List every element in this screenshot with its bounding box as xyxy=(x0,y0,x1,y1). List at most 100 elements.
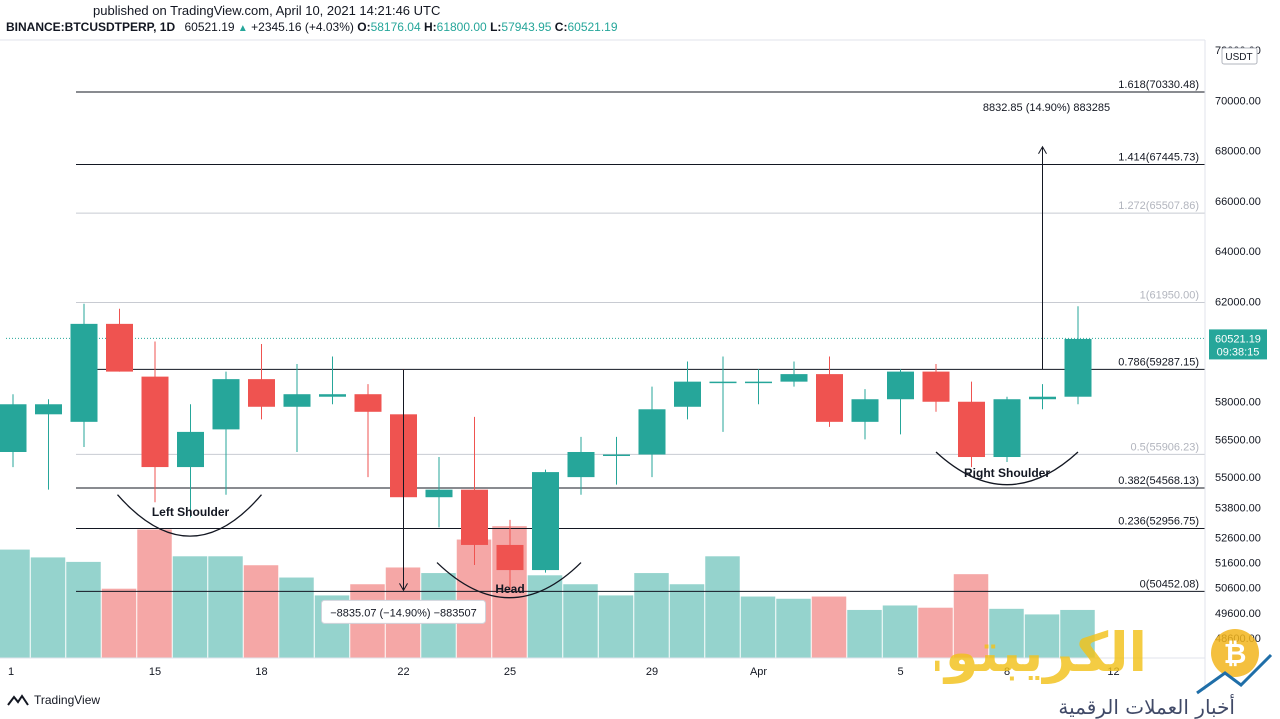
measure-down-box xyxy=(321,599,486,624)
candle-body xyxy=(212,379,240,430)
fib-level-label: 0.236(52956.75) xyxy=(1118,515,1199,527)
fib-level-label: 0(50452.08) xyxy=(1140,578,1199,590)
candle xyxy=(638,386,666,478)
volume-bar xyxy=(811,596,847,658)
price-change: +2345.16 (+4.03%) xyxy=(251,20,354,34)
candle xyxy=(709,356,737,432)
candle xyxy=(1064,306,1092,405)
volume-bar xyxy=(1024,614,1060,658)
currency-label: USDT xyxy=(1225,52,1252,63)
bitcoin-symbol-icon: ₿ xyxy=(1224,637,1247,670)
bitcoin-coin-icon xyxy=(1211,629,1259,677)
volume-bar xyxy=(669,584,705,658)
candle xyxy=(887,369,914,435)
volume-bar xyxy=(563,584,598,658)
fib-level-label: 0.382(54568.13) xyxy=(1118,475,1199,487)
candle xyxy=(425,457,453,528)
watermark-name: الكريبتو.نت xyxy=(935,621,1147,684)
head-label: Head xyxy=(495,582,524,596)
fib-level-label: 1.414(67445.73) xyxy=(1118,151,1199,163)
candle-body xyxy=(887,371,914,400)
candle-body xyxy=(496,544,524,571)
price-tick-label: 64000.00 xyxy=(1215,246,1261,258)
right-shoulder-arc xyxy=(935,451,1079,486)
volume-bar xyxy=(918,607,953,658)
candle-body xyxy=(958,401,985,458)
candle xyxy=(674,361,701,420)
volume-layer xyxy=(0,526,1095,658)
candle xyxy=(106,308,133,372)
candle-body xyxy=(816,374,843,422)
price-tick-label: 68000.00 xyxy=(1215,146,1261,158)
candle-body xyxy=(106,323,133,372)
time-tick-label: 25 xyxy=(504,666,516,678)
candle-body xyxy=(248,379,275,407)
candle-body xyxy=(177,431,204,468)
volume-bar xyxy=(0,549,30,658)
measure-up-arrowhead xyxy=(1038,145,1047,154)
candle-body xyxy=(283,394,311,407)
tradingview-brand: TradingView xyxy=(34,693,101,707)
candle-body xyxy=(638,409,666,455)
candle xyxy=(922,364,950,412)
price-tick-label: 50600.00 xyxy=(1215,583,1261,595)
candle xyxy=(851,389,879,440)
candle-body xyxy=(532,472,559,571)
tradingview-logo-icon xyxy=(7,694,29,706)
axes-layer: 72000.0070000.0068000.0066000.0064000.00… xyxy=(0,39,1267,690)
fib-level-label: 0.786(59287.15) xyxy=(1118,356,1199,368)
candle-body xyxy=(35,404,62,415)
published-caption: published on TradingView.com, April 10, … xyxy=(93,3,441,18)
candle-body xyxy=(851,399,879,422)
candle-body xyxy=(1029,396,1056,400)
candle-body xyxy=(141,376,169,468)
price-tick-label: 56500.00 xyxy=(1215,434,1261,446)
candle xyxy=(319,356,346,405)
candle xyxy=(993,396,1021,463)
candle xyxy=(461,416,488,566)
symbol-header: BINANCE:BTCUSDTPERP, 1D 60521.19 ▲ +2345… xyxy=(6,20,618,34)
countdown-label: 09:38:15 xyxy=(1217,346,1260,358)
volume-bar xyxy=(137,529,172,658)
fib-level-label: 0.5(55906.23) xyxy=(1131,441,1200,453)
tradingview-footer[interactable]: TradingView xyxy=(6,693,100,707)
price-tick-label: 66000.00 xyxy=(1215,196,1261,208)
volume-bar xyxy=(172,556,208,658)
candle xyxy=(1029,384,1056,410)
candle xyxy=(958,381,985,468)
price-tick-label: 70000.00 xyxy=(1215,95,1261,107)
candle xyxy=(283,364,311,452)
candle-body xyxy=(0,404,27,452)
price-tick-label: 53800.00 xyxy=(1215,502,1261,514)
volume-bar xyxy=(527,575,563,658)
fib-level-label: 1.272(65507.86) xyxy=(1118,200,1199,212)
time-tick-label: 8 xyxy=(1004,666,1010,678)
left-shoulder-arc xyxy=(117,494,262,537)
candle-body xyxy=(674,381,701,407)
candle-body xyxy=(780,374,808,382)
right-shoulder-label: Right Shoulder xyxy=(964,466,1050,480)
time-tick-label: 12 xyxy=(1107,666,1119,678)
volume-bar xyxy=(953,574,989,658)
volume-bar xyxy=(30,557,66,658)
fib-level-label: 1(61950.00) xyxy=(1140,290,1199,302)
candle xyxy=(212,371,240,495)
volume-bar xyxy=(243,565,279,658)
fibonacci-levels: 1.618(70330.48) 1.414(67445.73) 1.272(6550… xyxy=(6,79,1205,592)
volume-bar xyxy=(598,595,634,658)
candle xyxy=(532,469,559,573)
volume-bar xyxy=(740,596,776,658)
high-label: H: xyxy=(423,20,437,34)
candle-body xyxy=(1064,338,1092,397)
volume-bar xyxy=(101,588,137,658)
symbol-name[interactable]: BINANCE:BTCUSDTPERP, 1D xyxy=(6,20,176,34)
candle xyxy=(780,361,808,387)
time-tick-label: 5 xyxy=(897,666,903,678)
close-label: C: xyxy=(554,20,568,34)
candle-body xyxy=(425,489,453,498)
last-price: 60521.19 xyxy=(184,20,235,34)
candle-body xyxy=(603,454,630,457)
candle-body xyxy=(745,381,772,384)
fib-level-label: 1.618(70330.48) xyxy=(1118,79,1199,91)
